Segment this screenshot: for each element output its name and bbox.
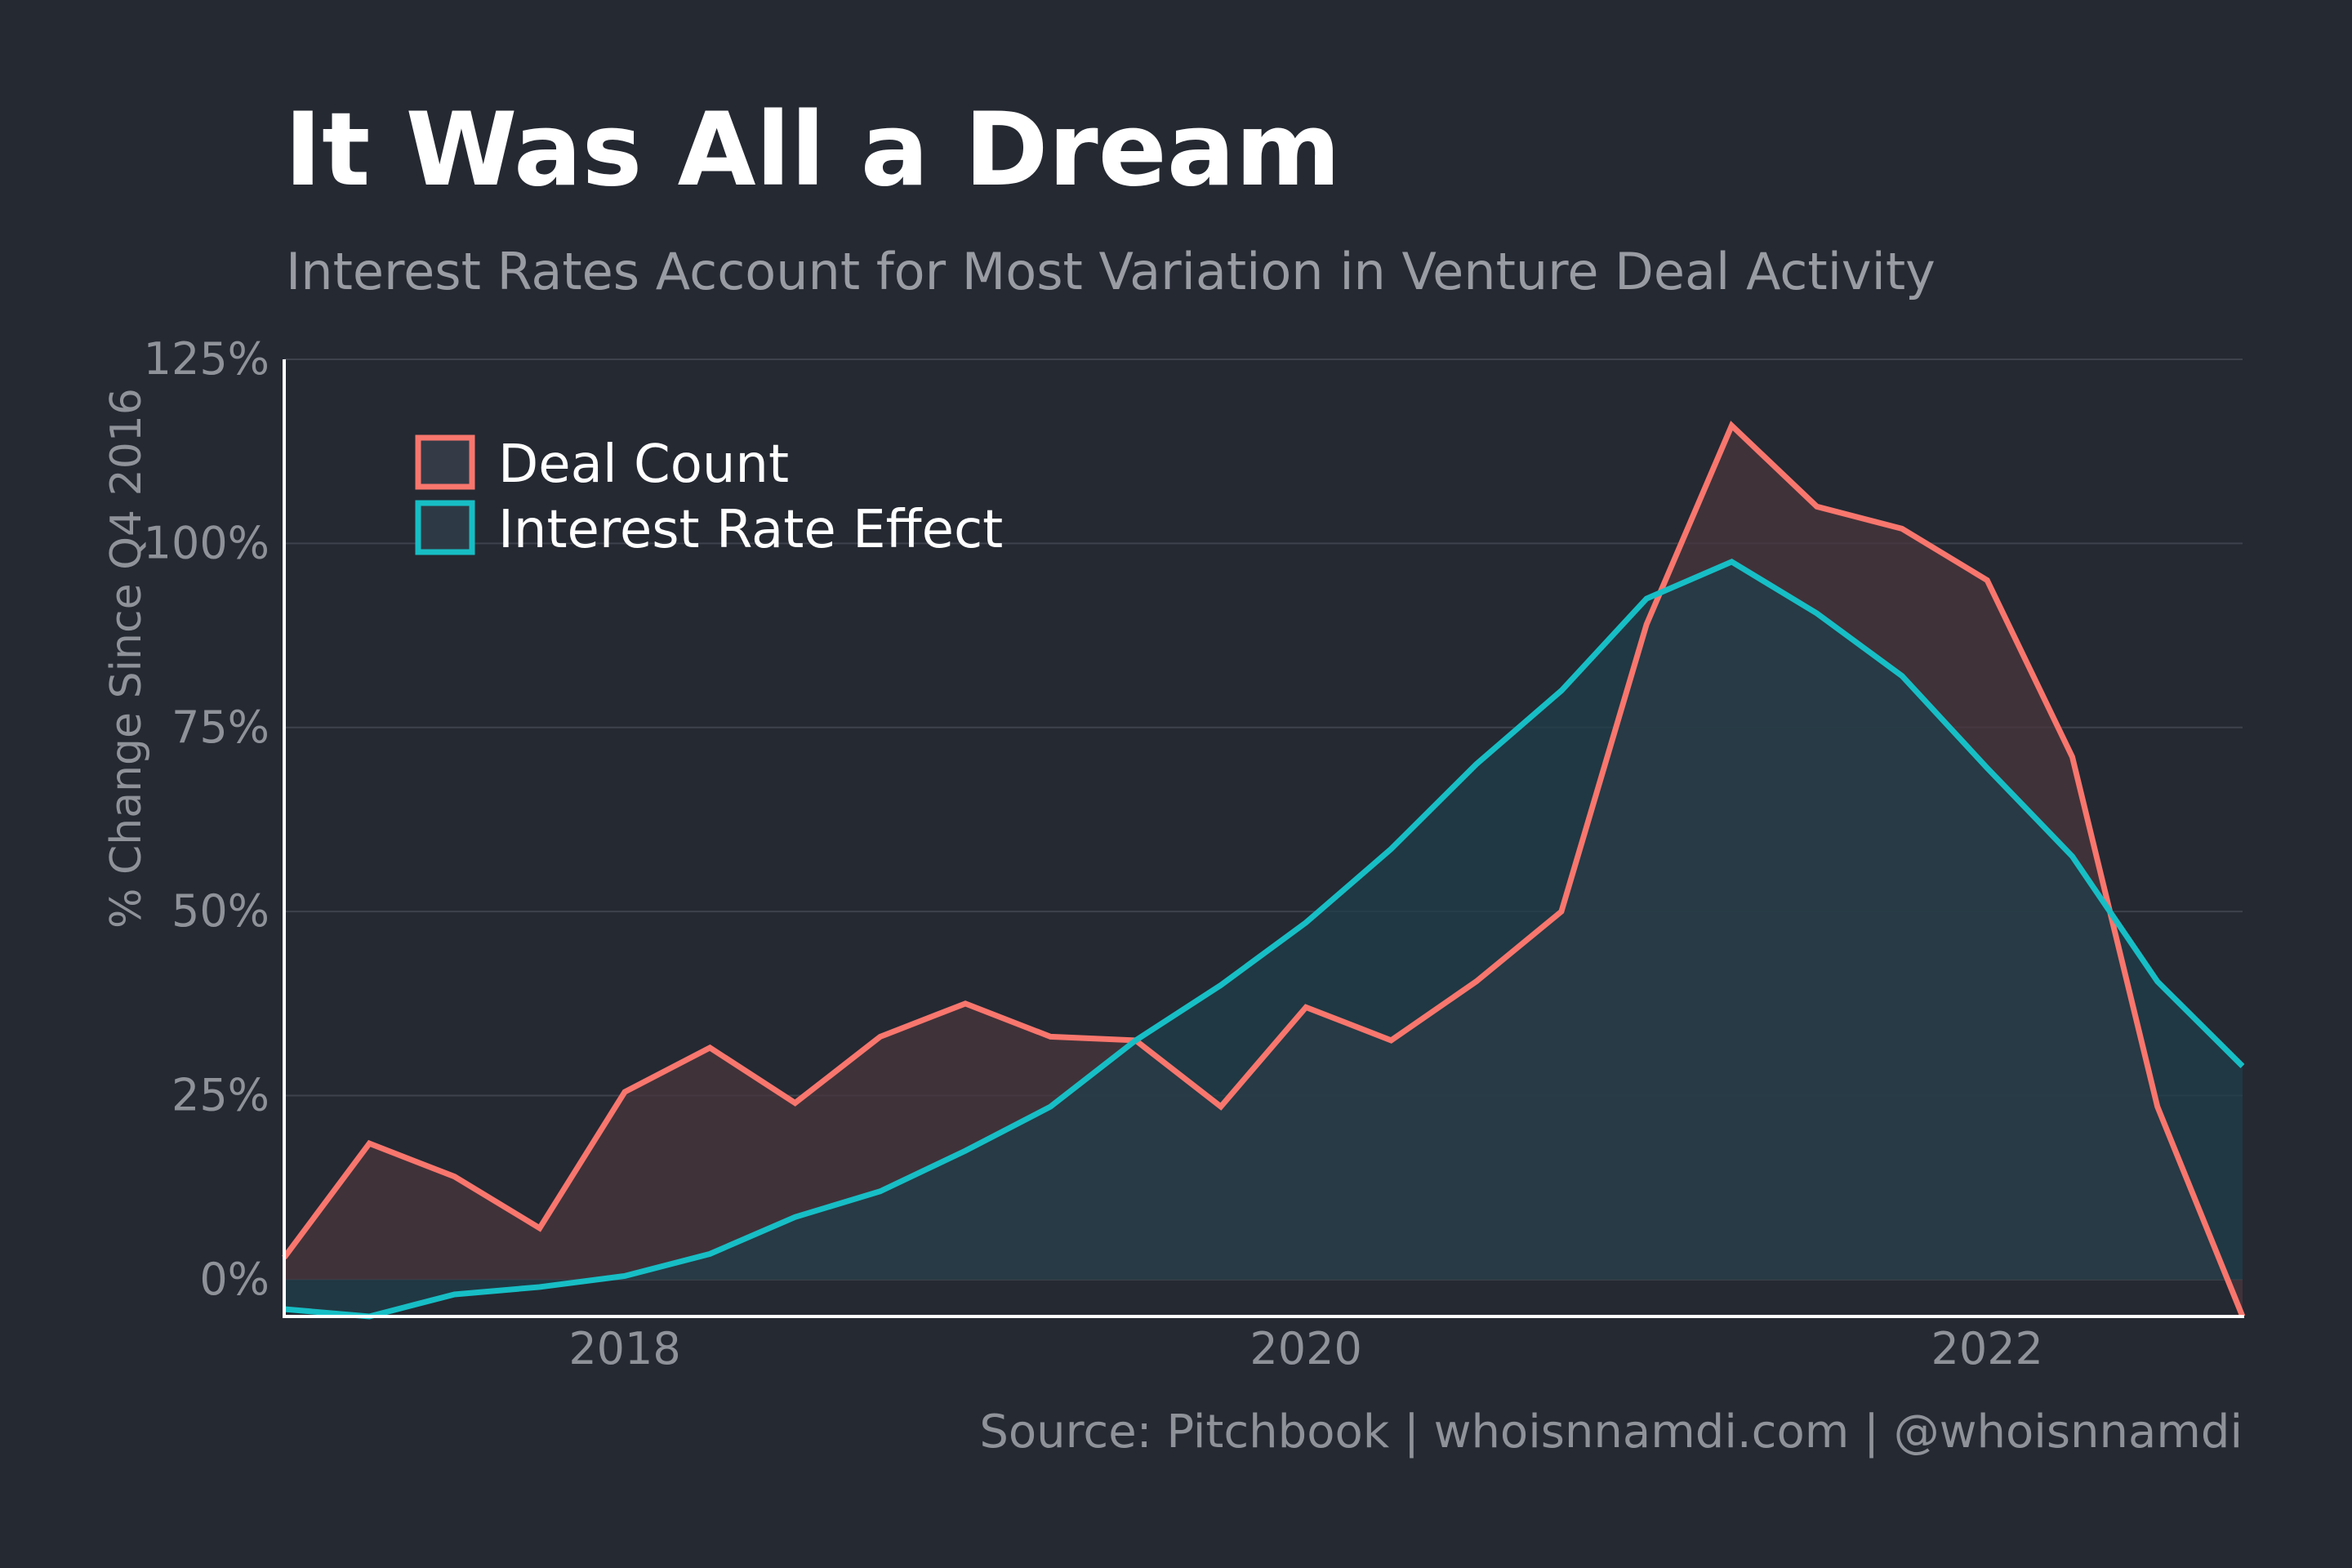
y-tick-labels: 0% 25% 50% 75% 100% 125%: [144, 333, 270, 1305]
source-caption: Source: Pitchbook | whoisnnamdi.com | @w…: [979, 1405, 2243, 1459]
legend: Deal Count Interest Rate Effect: [415, 434, 1003, 560]
y-tick-label: 100%: [144, 517, 270, 568]
y-axis-title: % Change Since Q4 2016: [102, 388, 151, 929]
chart-title: It Was All a Dream: [284, 91, 1341, 209]
legend-swatch-interest-rate-effect: [415, 500, 475, 555]
area-interest-rate-effect: [284, 561, 2243, 1316]
y-tick-label: 25%: [172, 1070, 270, 1121]
y-tick-label: 0%: [199, 1254, 270, 1305]
x-tick-label: 2022: [1931, 1323, 2042, 1374]
series-lines: [282, 421, 2246, 1320]
x-tick-label: 2020: [1250, 1323, 1361, 1374]
x-tick-label: 2018: [568, 1323, 680, 1374]
chart-subtitle: Interest Rates Account for Most Variatio…: [286, 242, 1936, 301]
y-tick-label: 50%: [172, 885, 270, 937]
series-areas: [284, 425, 2243, 1317]
y-tick-label: 125%: [144, 333, 270, 385]
line-interest-rate-effect: [283, 558, 2245, 1320]
line-deal-count: [282, 421, 2246, 1318]
legend-label-deal-count: Deal Count: [498, 434, 789, 495]
x-tick-labels: 2018 2020 2022: [568, 1323, 2043, 1374]
y-tick-label: 75%: [172, 702, 270, 753]
legend-swatch-deal-count: [415, 434, 475, 490]
legend-label-interest-rate-effect: Interest Rate Effect: [498, 500, 1003, 560]
